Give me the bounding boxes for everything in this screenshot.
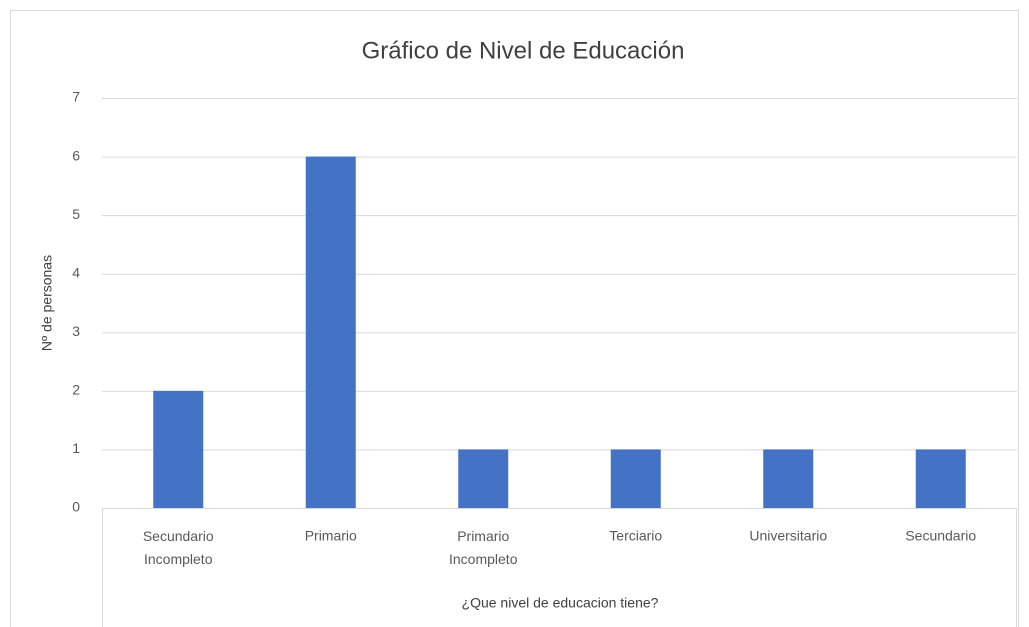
bar bbox=[305, 156, 356, 509]
bar bbox=[763, 449, 814, 508]
y-tick-label: 4 bbox=[72, 264, 80, 280]
chart-title: Gráfico de Nivel de Educación bbox=[362, 37, 685, 64]
y-tick-label: 6 bbox=[72, 147, 80, 163]
y-tick-label: 0 bbox=[72, 499, 80, 515]
y-tick-label: 1 bbox=[72, 440, 80, 456]
y-tick-label: 7 bbox=[72, 89, 80, 105]
x-axis-title: ¿Que nivel de educacion tiene? bbox=[462, 595, 659, 611]
bar bbox=[153, 390, 204, 508]
y-axis-title: Nº de personas bbox=[39, 255, 55, 351]
chart-border bbox=[10, 10, 1019, 627]
x-tick-label: Secundario bbox=[905, 528, 976, 544]
y-tick-label: 3 bbox=[72, 323, 80, 339]
y-tick-label: 5 bbox=[72, 206, 80, 222]
x-tick-label: Universitario bbox=[749, 528, 827, 544]
x-tick-label: Terciario bbox=[609, 528, 662, 544]
bar bbox=[458, 449, 509, 508]
x-tick-label: Primario bbox=[305, 528, 357, 544]
x-tick-label: Primario Incompleto bbox=[449, 528, 518, 567]
bar bbox=[915, 449, 966, 508]
bar bbox=[610, 449, 661, 508]
y-tick-label: 2 bbox=[72, 382, 80, 398]
x-tick-label: Secundario Incompleto bbox=[143, 528, 214, 567]
